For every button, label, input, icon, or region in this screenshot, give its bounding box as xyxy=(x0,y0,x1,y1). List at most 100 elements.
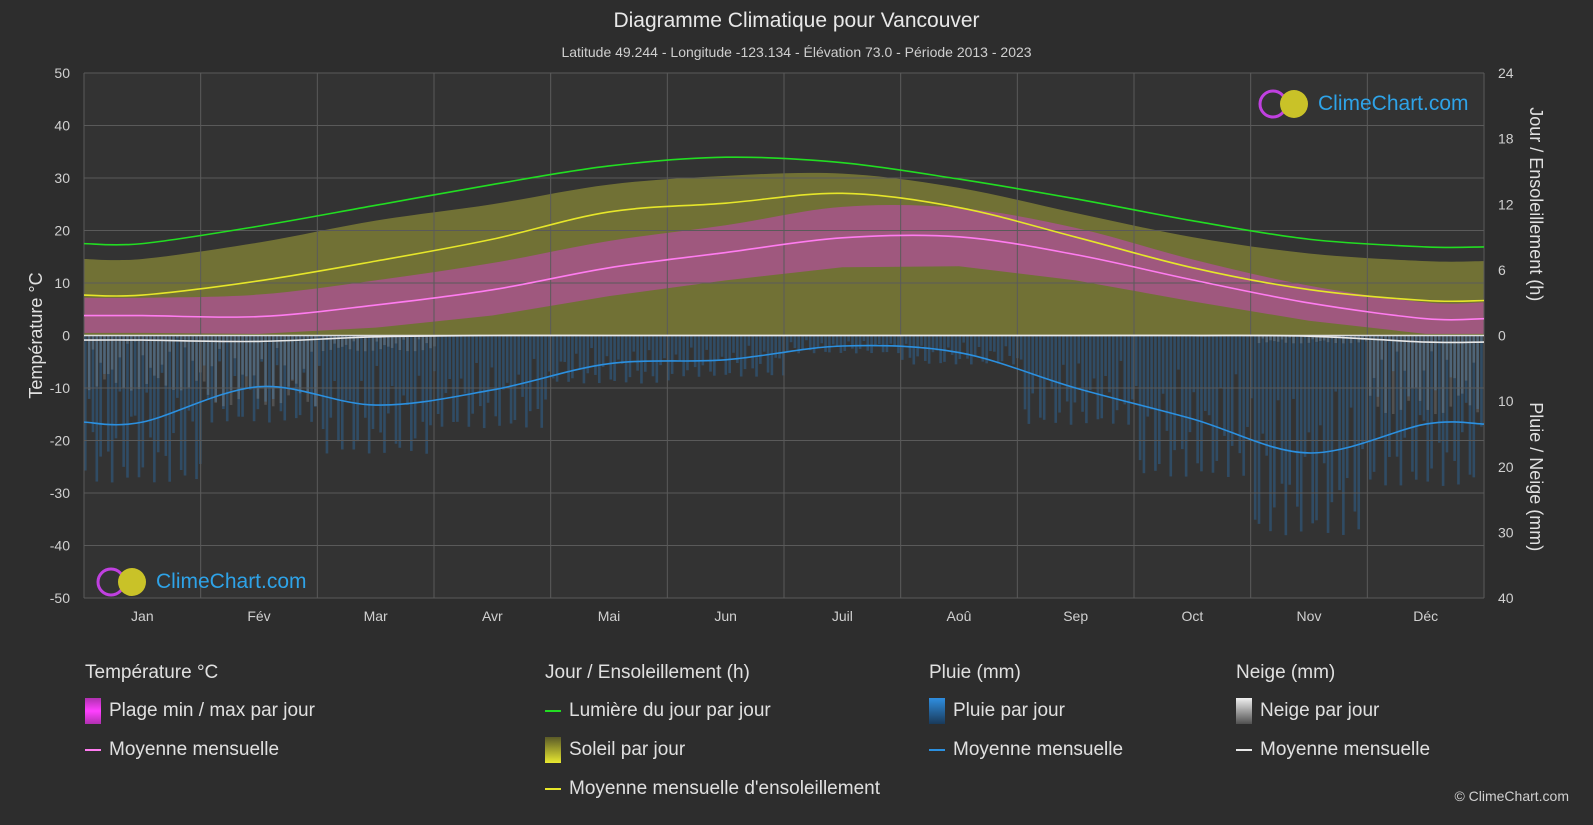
snow-day-bar xyxy=(1441,335,1445,413)
left-axis-tick-label: 10 xyxy=(54,275,70,291)
rain-day-bar xyxy=(862,335,866,342)
snow-day-bar xyxy=(1319,335,1322,341)
rain-day-bar xyxy=(597,335,601,384)
snow-day-bar xyxy=(1460,335,1464,394)
left-axis-tick-label: 50 xyxy=(54,65,70,81)
rain-day-bar xyxy=(310,335,313,422)
rain-day-bar xyxy=(206,335,210,399)
rain-day-bar xyxy=(191,335,194,422)
rain-day-bar xyxy=(172,335,175,434)
rain-day-bar xyxy=(751,335,754,369)
left-axis-tick-label: -10 xyxy=(50,380,70,396)
legend-swatch xyxy=(545,709,561,712)
snow-day-bar xyxy=(333,335,336,344)
rain-day-bar xyxy=(1418,335,1422,416)
rain-day-bar xyxy=(828,335,831,353)
x-axis-tick-label: Nov xyxy=(1297,608,1322,624)
rain-day-bar xyxy=(245,335,248,377)
snow-day-bar xyxy=(1353,335,1357,339)
snow-day-bar xyxy=(245,335,248,390)
rain-day-bar xyxy=(179,335,183,471)
rain-day-bar xyxy=(904,335,908,344)
legend-rain: Pluie (mm) Pluie par jour Moyenne mensue… xyxy=(929,662,1123,776)
rain-day-bar xyxy=(655,335,659,383)
rain-day-bar xyxy=(314,335,317,407)
rain-day-bar xyxy=(1430,335,1433,469)
rain-day-bar xyxy=(989,335,992,352)
rain-day-bar xyxy=(743,335,747,370)
rain-day-bar xyxy=(954,335,958,365)
rain-day-bar xyxy=(808,335,812,351)
rain-day-bar xyxy=(463,335,467,394)
rain-day-bar xyxy=(459,335,463,379)
legend-label: Plage min / max par jour xyxy=(109,699,315,721)
rain-day-bar xyxy=(1204,335,1207,411)
rain-day-bar xyxy=(248,335,252,390)
legend-swatch xyxy=(85,697,101,724)
snow-day-bar xyxy=(225,335,229,341)
rain-day-bar xyxy=(1219,335,1222,388)
rain-day-bar xyxy=(605,335,609,357)
snow-day-bar xyxy=(1361,335,1364,341)
left-axis-tick-label: 30 xyxy=(54,170,70,186)
rain-day-bar xyxy=(176,335,179,398)
rain-day-bar xyxy=(628,335,632,378)
rain-day-bar xyxy=(548,335,551,372)
rain-day-bar xyxy=(214,335,218,402)
rain-day-bar xyxy=(264,335,267,402)
rain-day-bar xyxy=(490,335,494,368)
snow-day-bar xyxy=(383,335,386,346)
rain-day-bar xyxy=(87,335,91,399)
rain-day-bar xyxy=(1138,335,1142,461)
rain-day-bar xyxy=(210,335,214,423)
rain-day-bar xyxy=(874,335,877,347)
x-axis-tick-label: Avr xyxy=(482,608,503,624)
rain-day-bar xyxy=(1012,335,1015,365)
rain-day-bar xyxy=(352,335,356,450)
rain-day-bar xyxy=(390,335,394,387)
snow-day-bar xyxy=(156,335,160,379)
rain-day-bar xyxy=(1460,335,1464,433)
snow-day-bar xyxy=(1261,335,1265,339)
sunshine-avg-line xyxy=(83,192,1485,303)
rain-day-bar xyxy=(747,335,751,346)
right-axis-hours-tick-label: 0 xyxy=(1498,328,1506,344)
rain-day-bar xyxy=(632,335,636,352)
snow-day-bar xyxy=(271,335,275,407)
snow-day-bar xyxy=(1457,335,1460,396)
snow-day-bar xyxy=(179,335,183,391)
snow-day-bar xyxy=(1384,335,1387,413)
rain-day-bar xyxy=(1069,335,1073,425)
rain-day-bar xyxy=(1253,335,1257,520)
legend-sun-title: Jour / Ensoleillement (h) xyxy=(545,662,750,683)
rain-day-bar xyxy=(256,335,260,410)
snow-day-bar xyxy=(260,335,264,360)
rain-day-bar xyxy=(705,335,708,350)
rain-day-bar xyxy=(1414,335,1418,480)
rain-day-bar xyxy=(425,335,428,454)
rain-day-bar xyxy=(99,335,102,457)
rain-day-bar xyxy=(889,335,893,344)
rain-day-bar xyxy=(471,335,474,414)
rain-day-bar xyxy=(525,335,528,428)
rain-day-bar xyxy=(321,335,325,430)
rain-day-bar xyxy=(360,335,363,381)
snow-day-bar xyxy=(133,335,137,342)
rain-day-bar xyxy=(1372,335,1376,472)
rain-day-bar xyxy=(1326,335,1330,533)
snow-day-bar xyxy=(371,335,375,351)
rain-day-bar xyxy=(659,335,662,366)
rain-day-bar xyxy=(609,335,613,380)
rain-day-bar xyxy=(782,335,785,376)
snow-day-bar xyxy=(291,335,294,381)
rain-day-bar xyxy=(770,335,774,376)
rain-day-bar xyxy=(1184,335,1188,477)
rain-day-bar xyxy=(854,335,858,354)
rain-day-bar xyxy=(1292,335,1295,399)
rain-day-bar xyxy=(1096,335,1100,420)
rain-day-bar xyxy=(935,335,939,351)
rain-day-bar xyxy=(958,335,962,360)
snow-day-bar xyxy=(413,335,417,352)
snow-day-bar xyxy=(241,335,244,375)
snow-day-bar xyxy=(256,335,260,399)
